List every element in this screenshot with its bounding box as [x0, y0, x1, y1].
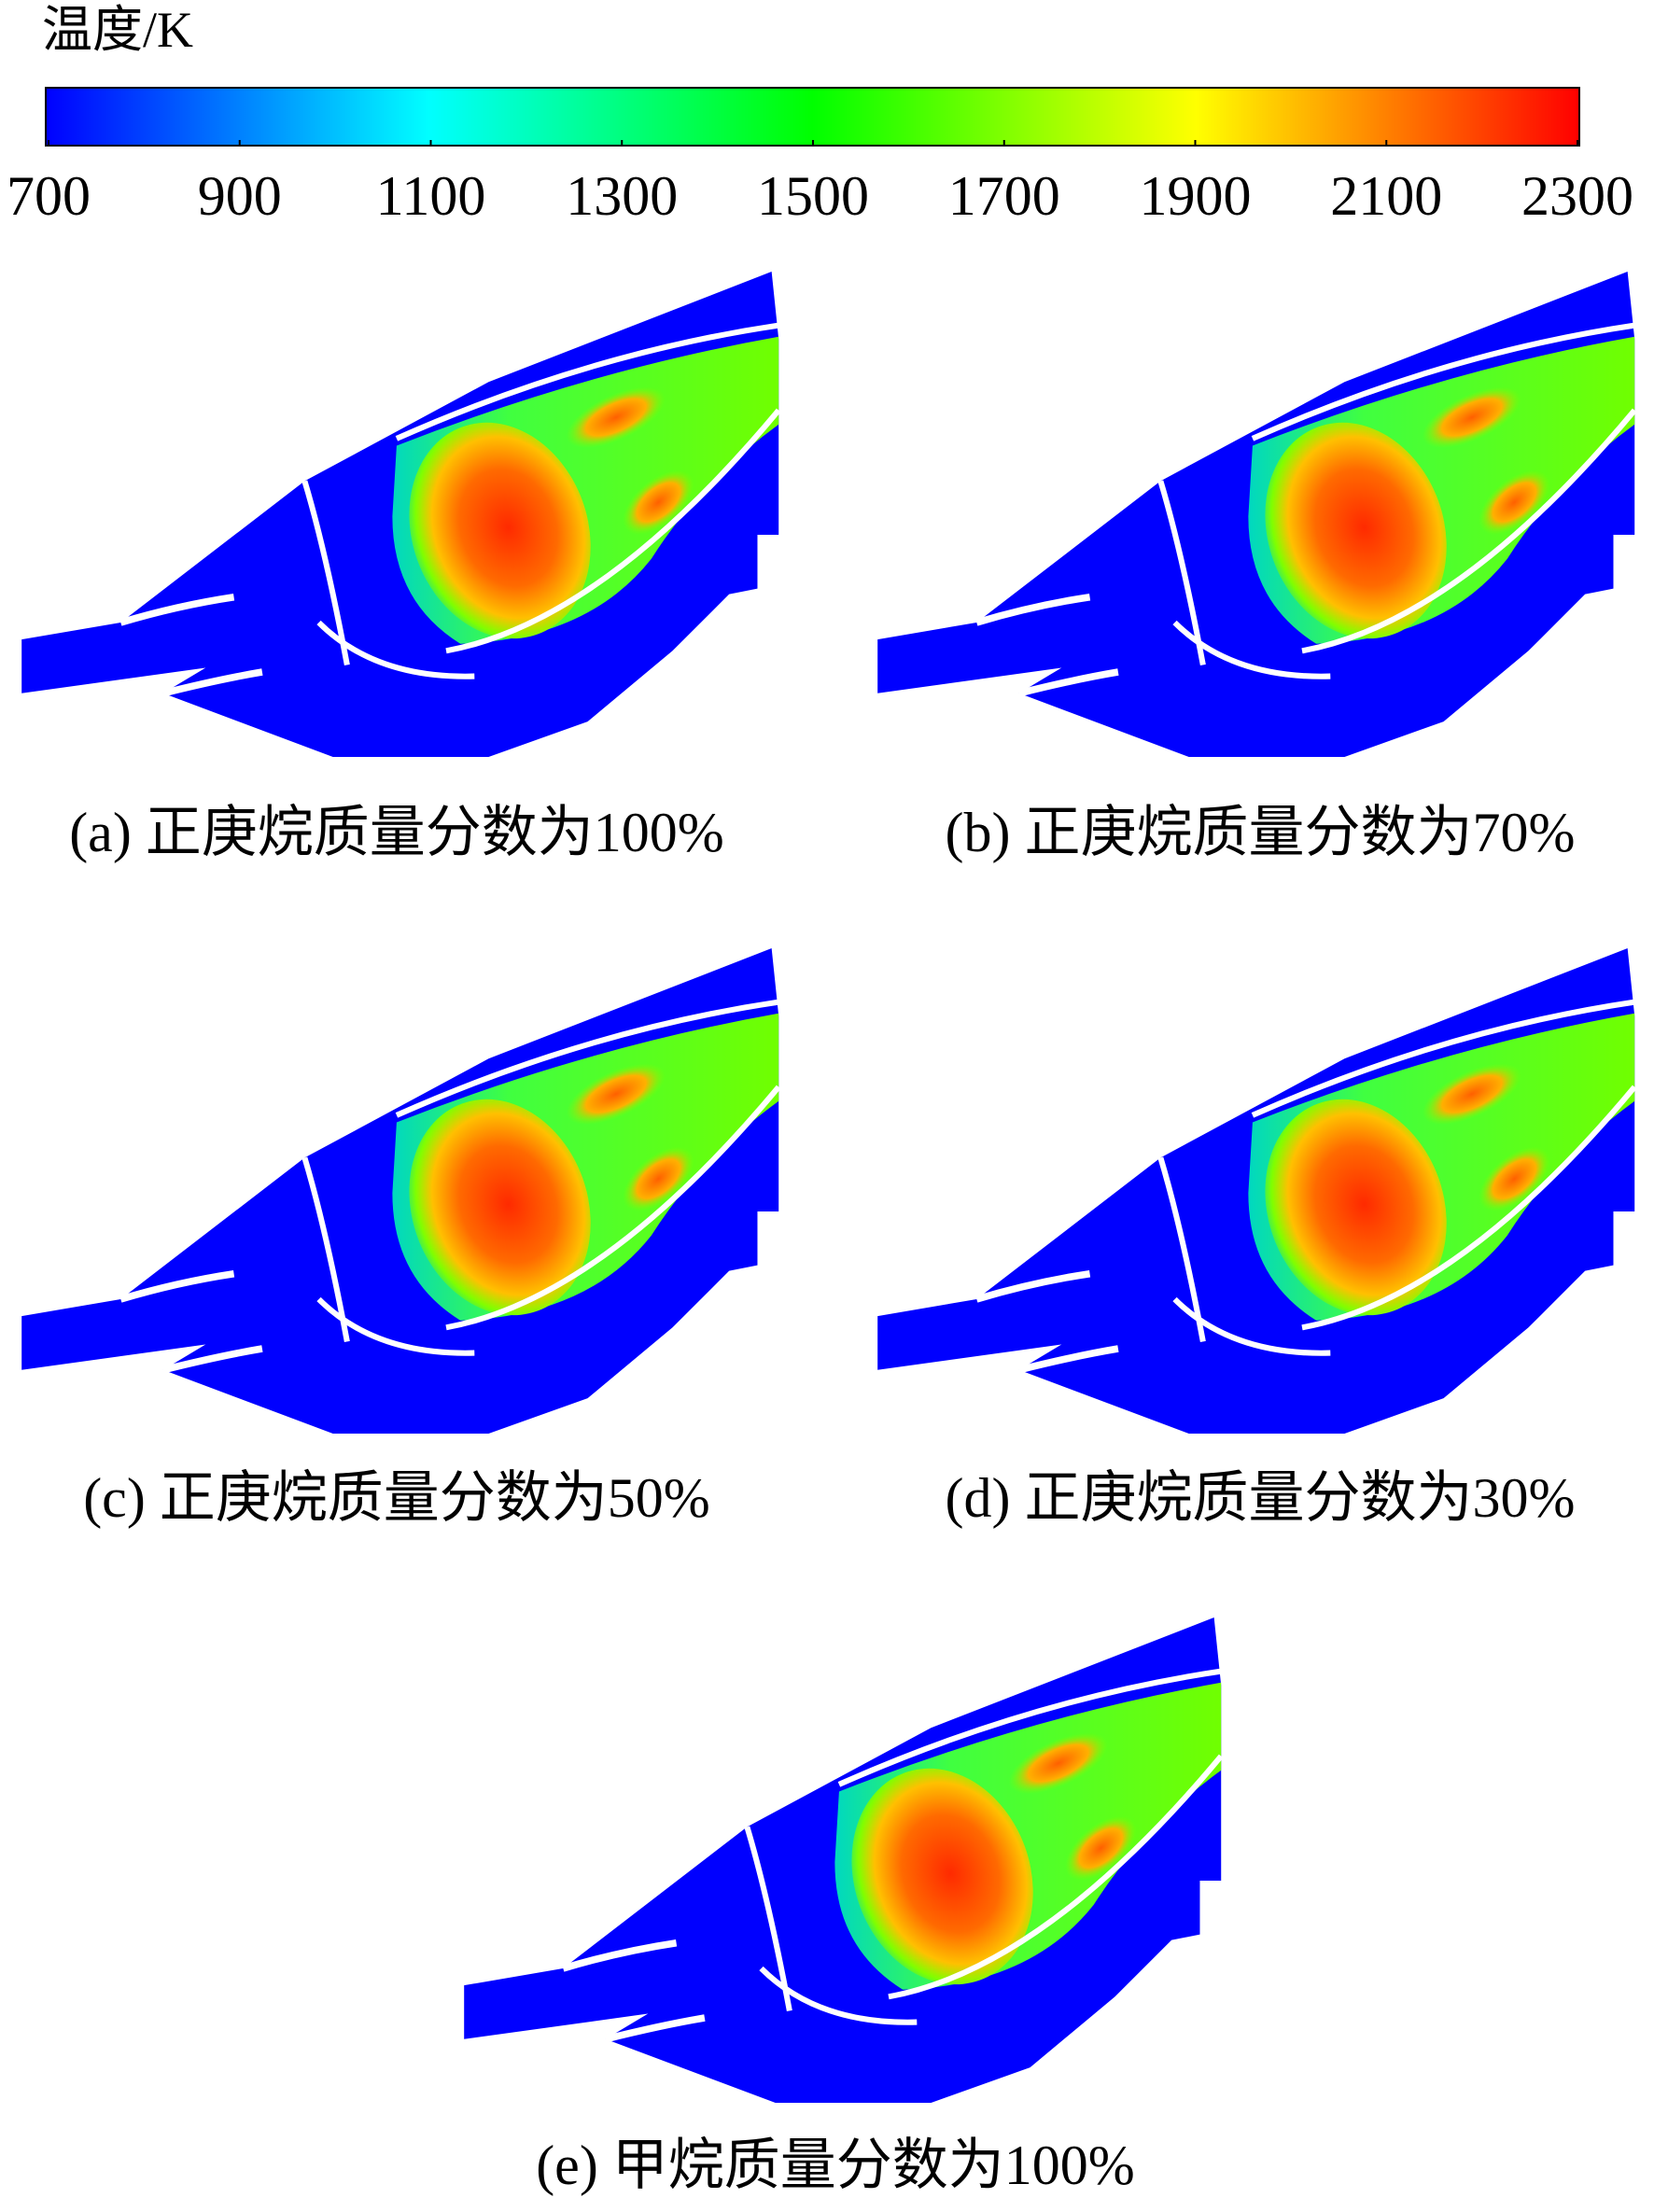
panel-caption: (b) 正庚烷质量分数为70%: [946, 802, 1576, 863]
panel-caption: (e) 甲烷质量分数为100%: [536, 2135, 1135, 2196]
panels: (a) 正庚烷质量分数为100% (b) 正庚烷质量分数为70% (c) 正庚烷质量…: [21, 272, 1642, 2196]
panel-caption: (d) 正庚烷质量分数为30%: [946, 1467, 1576, 1529]
tick-label: 2300: [1521, 165, 1633, 227]
temperature-contour: [21, 948, 786, 1434]
colorbar: [45, 87, 1580, 147]
temperature-contour: [877, 272, 1642, 757]
panel-caption: (a) 正庚烷质量分数为100%: [69, 802, 724, 863]
colorbar-title: 温度/K: [42, 2, 193, 58]
temperature-contour: [464, 1617, 1228, 2103]
tick-label: 1300: [566, 165, 678, 227]
tick-label: 1700: [948, 165, 1060, 227]
panel-caption: (c) 正庚烷质量分数为50%: [83, 1467, 710, 1529]
tick-label: 700: [7, 165, 91, 227]
tick-label: 1100: [376, 165, 486, 227]
tick-label: 1900: [1140, 165, 1252, 227]
tick-label: 1500: [757, 165, 869, 227]
colorbar-ticks: 700 900 1100 1300 1500 1700 1900 2100 2300: [7, 140, 1633, 227]
panel: (c) 正庚烷质量分数为50%: [21, 948, 786, 1529]
tick-label: 2100: [1330, 165, 1442, 227]
panel: (d) 正庚烷质量分数为30%: [877, 948, 1642, 1529]
panel: (b) 正庚烷质量分数为70%: [877, 272, 1642, 863]
panel: (e) 甲烷质量分数为100%: [464, 1617, 1228, 2196]
temperature-contour: [877, 948, 1642, 1434]
tick-label: 900: [198, 165, 282, 227]
panel: (a) 正庚烷质量分数为100%: [21, 272, 786, 863]
temperature-contour: [21, 272, 786, 757]
